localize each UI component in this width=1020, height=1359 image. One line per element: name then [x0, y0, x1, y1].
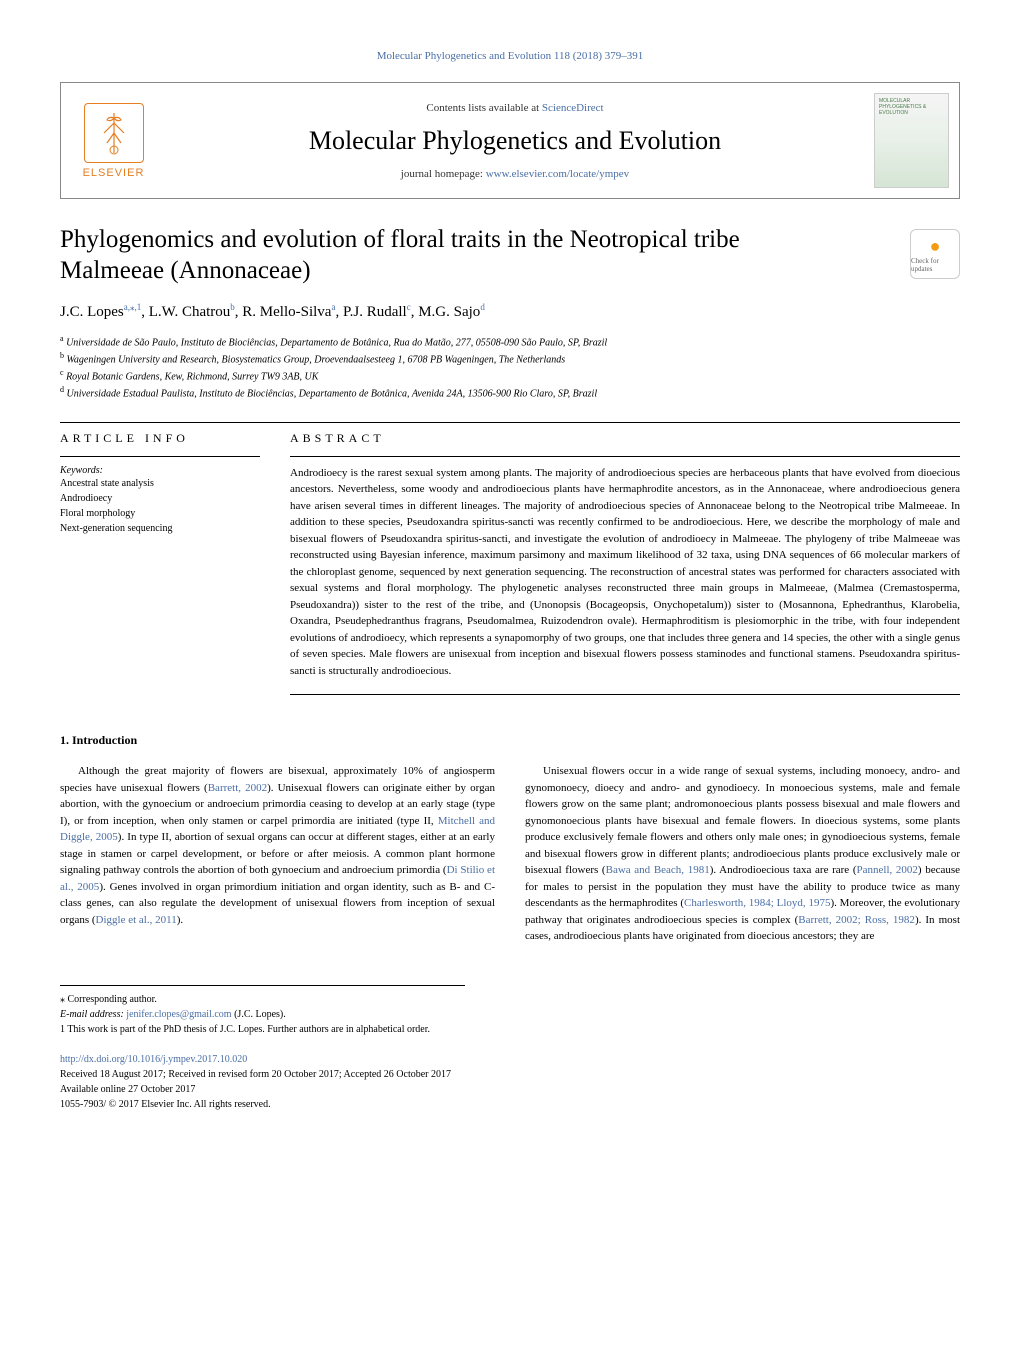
abstract-text: Androdioecy is the rarest sexual system …	[290, 465, 960, 680]
journal-header: ELSEVIER Contents lists available at Sci…	[60, 82, 960, 199]
copyright: 1055-7903/ © 2017 Elsevier Inc. All righ…	[60, 1097, 960, 1112]
contents-available: Contents lists available at ScienceDirec…	[156, 102, 874, 114]
affiliation-d: Universidade Estadual Paulista, Institut…	[67, 389, 598, 400]
email-link[interactable]: jenifer.clopes@gmail.com	[126, 1009, 231, 1020]
introduction-heading: 1. Introduction	[60, 733, 960, 748]
elsevier-text: ELSEVIER	[83, 167, 145, 179]
email-suffix: (J.C. Lopes).	[232, 1009, 286, 1020]
available-online: Available online 27 October 2017	[60, 1082, 960, 1097]
citation-link[interactable]: Pannell, 2002	[857, 864, 918, 876]
author-1: J.C. Lopes	[60, 304, 124, 320]
citation-link[interactable]: Barrett, 2002; Ross, 1982	[798, 914, 915, 926]
citation-link[interactable]: Barrett, 2002	[208, 782, 267, 794]
authors: J.C. Lopesa,⁎,1, L.W. Chatroub, R. Mello…	[60, 302, 960, 321]
email-label: E-mail address:	[60, 1009, 126, 1020]
journal-cover-thumbnail: MOLECULAR PHYLOGENETICS & EVOLUTION	[874, 93, 949, 188]
keywords-label: Keywords:	[60, 465, 260, 476]
journal-homepage: journal homepage: www.elsevier.com/locat…	[156, 168, 874, 180]
author-1-affil: a,⁎,1	[124, 302, 142, 312]
intro-text: ). In type II, abortion of sexual organs…	[60, 831, 495, 876]
author-3: , R. Mello-Silva	[235, 304, 332, 320]
corresponding-author-note: ⁎ Corresponding author.	[60, 992, 465, 1007]
divider	[60, 422, 960, 423]
citation-link[interactable]: Diggle et al., 2011	[96, 914, 177, 926]
keyword: Next-generation sequencing	[60, 521, 260, 536]
elsevier-tree-icon	[84, 103, 144, 163]
introduction-body: Although the great majority of flowers a…	[60, 763, 960, 945]
author-5: , M.G. Sajo	[411, 304, 481, 320]
abstract-heading: ABSTRACT	[290, 431, 960, 446]
intro-text: Unisexual flowers occur in a wide range …	[525, 765, 960, 876]
keywords-list: Ancestral state analysis Androdioecy Flo…	[60, 476, 260, 536]
abstract: ABSTRACT Androdioecy is the rarest sexua…	[290, 431, 960, 704]
keyword: Ancestral state analysis	[60, 476, 260, 491]
article-title: Phylogenomics and evolution of floral tr…	[60, 224, 840, 287]
received-dates: Received 18 August 2017; Received in rev…	[60, 1067, 960, 1082]
author-4: , P.J. Rudall	[335, 304, 406, 320]
intro-text: ). Androdioecious taxa are rare (	[710, 864, 857, 876]
footnotes: ⁎ Corresponding author. E-mail address: …	[60, 985, 465, 1037]
affiliations: a Universidade de São Paulo, Instituto d…	[60, 333, 960, 402]
elsevier-logo: ELSEVIER	[71, 93, 156, 188]
doi-link[interactable]: http://dx.doi.org/10.1016/j.ympev.2017.1…	[60, 1054, 247, 1065]
author-2: , L.W. Chatrou	[141, 304, 230, 320]
affiliation-a: Universidade de São Paulo, Instituto de …	[66, 337, 607, 348]
affiliation-b: Wageningen University and Research, Bios…	[67, 354, 566, 365]
journal-reference: Molecular Phylogenetics and Evolution 11…	[60, 50, 960, 62]
footer: http://dx.doi.org/10.1016/j.ympev.2017.1…	[60, 1052, 960, 1112]
check-updates-badge[interactable]: Check for updates	[910, 229, 960, 279]
divider	[290, 694, 960, 695]
affiliation-c: Royal Botanic Gardens, Kew, Richmond, Su…	[66, 371, 318, 382]
intro-text: ).	[177, 914, 183, 926]
citation-link[interactable]: Charlesworth, 1984; Lloyd, 1975	[684, 897, 830, 909]
homepage-link[interactable]: www.elsevier.com/locate/ympev	[486, 168, 629, 180]
divider	[60, 456, 260, 457]
author-note-1: 1 This work is part of the PhD thesis of…	[60, 1022, 465, 1037]
author-5-affil: d	[480, 302, 485, 312]
article-info-heading: ARTICLE INFO	[60, 431, 260, 446]
divider	[290, 456, 960, 457]
sciencedirect-link[interactable]: ScienceDirect	[542, 102, 604, 114]
keyword: Androdioecy	[60, 491, 260, 506]
cover-title: MOLECULAR PHYLOGENETICS & EVOLUTION	[879, 98, 944, 116]
keyword: Floral morphology	[60, 506, 260, 521]
article-info: ARTICLE INFO Keywords: Ancestral state a…	[60, 431, 260, 704]
journal-name: Molecular Phylogenetics and Evolution	[156, 126, 874, 156]
contents-prefix: Contents lists available at	[426, 102, 541, 114]
homepage-prefix: journal homepage:	[401, 168, 486, 180]
citation-link[interactable]: Bawa and Beach, 1981	[606, 864, 710, 876]
